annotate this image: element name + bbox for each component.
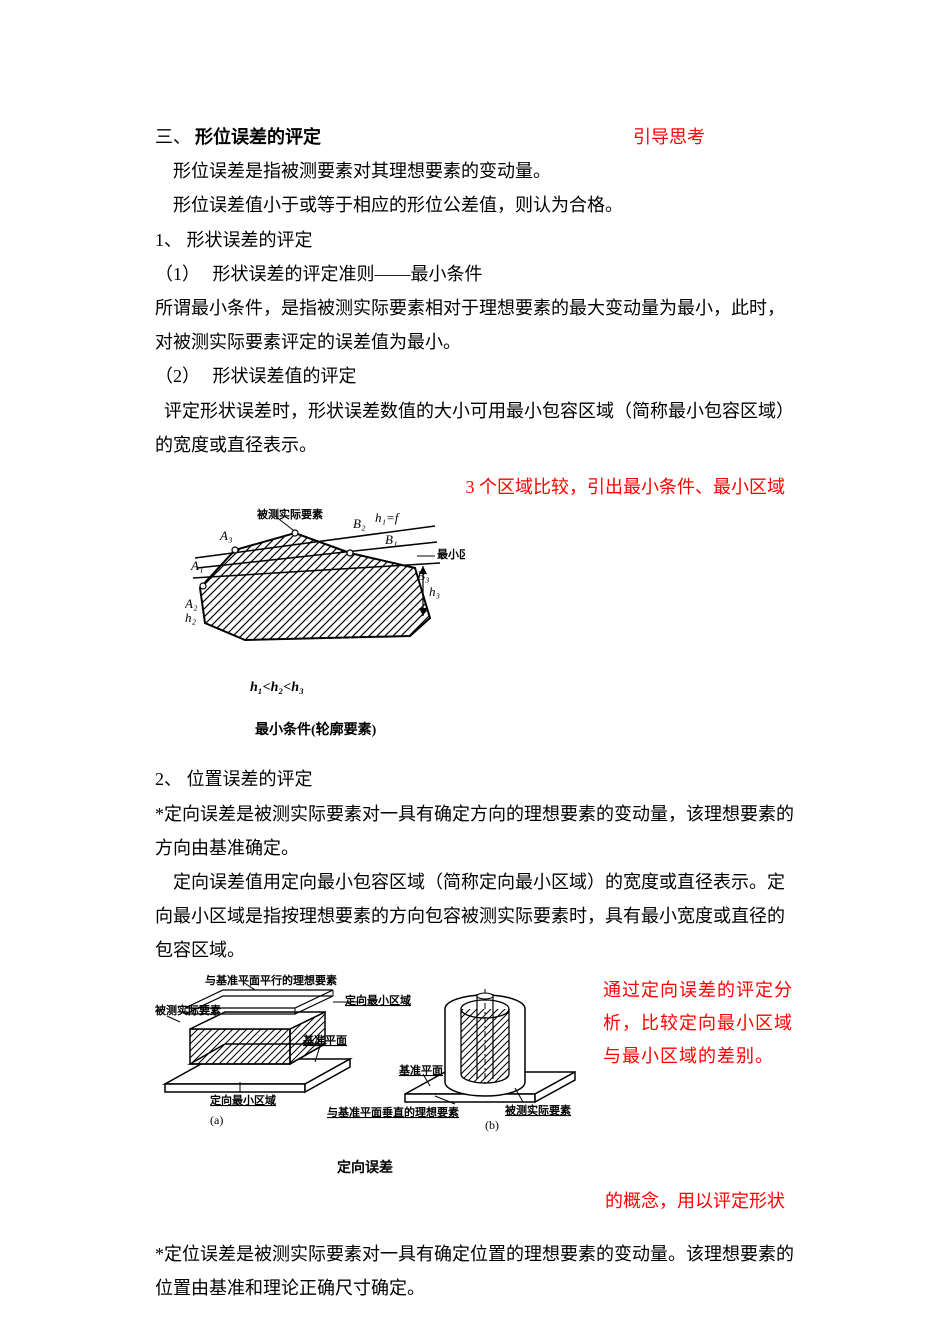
sub1-title: 形状误差的评定	[187, 230, 313, 250]
fig2a-label-orientzone: 定向最小区域	[345, 993, 411, 1007]
figure-1-inequality: h₁<h₂<h₃	[250, 675, 795, 702]
figure-2-svg: 与基准平面平行的理想要素 被测实际要素 定向最小区域 基准平面 定向最小区域 (…	[155, 974, 585, 1139]
fig2b-label-measured: 被测实际要素	[505, 1103, 571, 1117]
sub2-orient1: *定向误差是被测实际要素对一具有确定方向的理想要素的变动量，该理想要素的方向由基…	[155, 797, 795, 865]
fig2a-label-datum: 基准平面	[302, 1033, 347, 1047]
sub2-header: 2、 位置误差的评定	[155, 762, 795, 796]
fig2a-label-a: (a)	[210, 1113, 223, 1127]
section-3-header: 三、 形位误差的评定 引导思考	[155, 120, 795, 154]
fig1-label-A3: A₃	[219, 528, 232, 543]
fig2a-label-orientzone2: 定向最小区域	[210, 1093, 276, 1107]
sub2-orient2: 定向误差值用定向最小包容区域（简称定向最小区域）的宽度或直径表示。定向最小区域是…	[155, 865, 795, 968]
fig2b-label-perp: 与基准平面垂直的理想要素	[327, 1105, 459, 1119]
sub1-item2-num: （2）	[155, 366, 200, 386]
sub1-item1-num: （1）	[155, 264, 200, 284]
sub2-poserr: *定位误差是被测实际要素对一具有确定位置的理想要素的变动量。该理想要素的位置由基…	[155, 1237, 795, 1305]
fig1-label-measured: 被测实际要素	[257, 508, 323, 521]
figure-1-caption: 最小条件(轮廓要素)	[255, 718, 795, 745]
figure-2-side-note: 通过定向误差的评定分析，比较定向最小区域与最小区域的差别。	[585, 974, 795, 1074]
fig2a-label-parallel: 与基准平面平行的理想要素	[205, 974, 337, 987]
figure-2-tail-note: 的概念，用以评定形状	[155, 1184, 795, 1218]
fig1-label-B2: B₂	[353, 516, 366, 531]
fig1-label-h3: h₃	[429, 584, 440, 599]
fig2b-label-datum: 基准平面	[398, 1063, 443, 1077]
fig1-label-A1: A₁	[190, 558, 203, 573]
fig1-label-h1f: h₁=f	[375, 510, 401, 525]
sub1-num: 1、	[155, 230, 182, 250]
sub2-title: 位置误差的评定	[187, 769, 313, 789]
section-3-p2: 形位误差值小于或等于相应的形位公差值，则认为合格。	[155, 188, 795, 222]
sub1-item1-header: （1） 形状误差的评定准则——最小条件	[155, 257, 795, 291]
sub1-item2-header: （2） 形状误差值的评定	[155, 359, 795, 393]
figure-1-svg: 被测实际要素 最小区域 A₃ A₁ A₂ h₂ B₂ h₁=f B₁ B₃ h₃	[185, 508, 795, 669]
fig2a-label-measured: 被测实际要素	[155, 1003, 221, 1017]
section-3-side-note: 引导思考	[633, 120, 705, 154]
sub1-item1-body: 所谓最小条件，是指被测实际要素相对于理想要素的最大变动量为最小，此时，对被测实际…	[155, 291, 795, 359]
section-3-p1: 形位误差是指被测要素对其理想要素的变动量。	[155, 154, 795, 188]
sub1-header: 1、 形状误差的评定	[155, 223, 795, 257]
sub2-num: 2、	[155, 769, 182, 789]
sub1-item1-title: 形状误差的评定准则——最小条件	[213, 264, 483, 284]
fig1-label-h2: h₂	[185, 610, 197, 625]
figure-2-wrap: 与基准平面平行的理想要素 被测实际要素 定向最小区域 基准平面 定向最小区域 (…	[155, 974, 795, 1183]
fig1-label-A2: A₂	[185, 596, 198, 611]
sub1-item2-body: 评定形状误差时，形状误差数值的大小可用最小包容区域（简称最小包容区域）的宽度或直…	[155, 394, 795, 462]
section-3-title: 形位误差的评定	[195, 120, 321, 154]
fig1-label-B3: B₃	[417, 568, 429, 583]
figure-1-note: 3 个区域比较，引出最小条件、最小区域	[155, 470, 795, 504]
fig2b-label-b: (b)	[485, 1118, 499, 1132]
fig1-label-minzone: 最小区域	[437, 547, 465, 561]
figure-2-caption: 定向误差	[155, 1156, 575, 1183]
figure-1-wrap: 3 个区域比较，引出最小条件、最小区域	[155, 470, 795, 745]
section-3-num: 三、	[155, 120, 191, 154]
sub1-item2-title: 形状误差值的评定	[213, 366, 357, 386]
fig1-label-B1: B₁	[385, 532, 397, 547]
